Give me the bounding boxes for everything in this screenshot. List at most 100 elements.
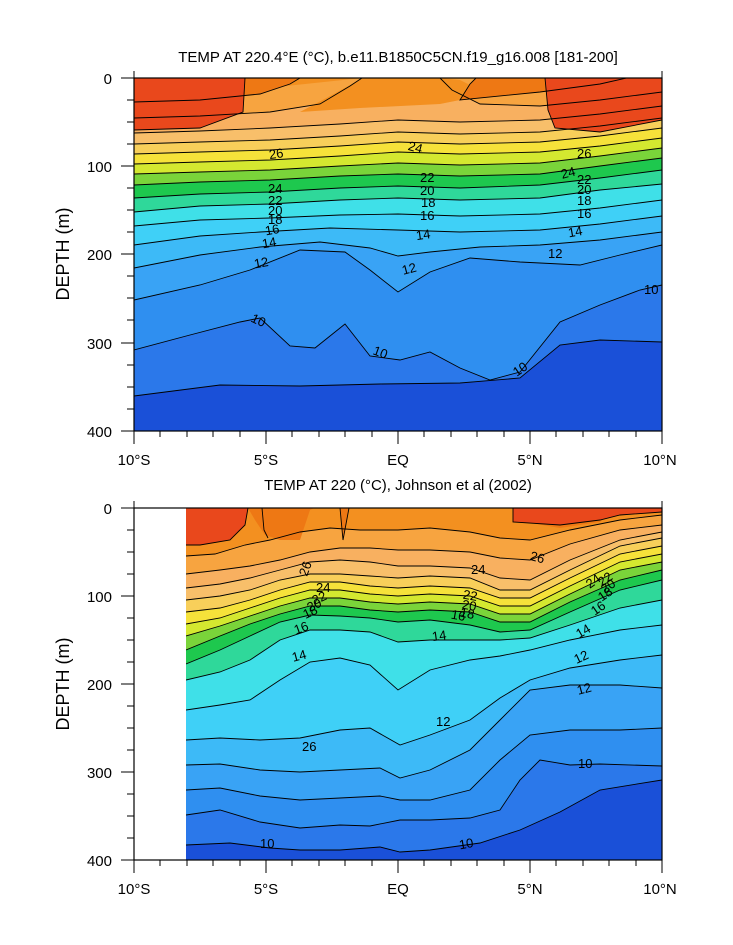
contour-label: 14 — [415, 226, 431, 243]
contour-label: 14 — [567, 223, 584, 240]
contour-label: 12 — [548, 246, 562, 261]
isoline-22 — [134, 127, 662, 155]
isoline-27-left — [186, 508, 249, 546]
isoline-21 — [186, 553, 662, 625]
contour-label: 16 — [292, 618, 311, 637]
y-axis-model — [121, 77, 134, 432]
x-tick-label: 5°S — [254, 881, 278, 898]
isoline-23 — [134, 117, 662, 145]
contour-label: 18 — [595, 584, 615, 605]
contour-label: 10 — [644, 282, 658, 297]
contour-labels-observations: 26 26 24 22 20 18 16 14 24 22 20 18 16 1… — [260, 548, 618, 852]
band-above-27-right — [513, 508, 662, 525]
y-tick-labels-model: 0 100 200 300 400 — [87, 71, 112, 441]
contour-label: 24 — [268, 181, 282, 196]
contour-label: 26 — [302, 739, 316, 754]
y-tick-label: 200 — [87, 247, 112, 264]
contour-label: 24 — [406, 138, 424, 156]
isoline-25 — [186, 524, 662, 575]
contour-label: 22 — [577, 172, 591, 187]
contour-label: 22 — [462, 587, 479, 604]
isoline-26 — [186, 514, 662, 557]
isoline-18 — [186, 579, 662, 665]
contour-label: 10 — [249, 310, 268, 330]
contour-label: 24 — [316, 580, 330, 595]
contour-label: 22 — [595, 569, 615, 590]
x-tick-label: 5°S — [254, 452, 278, 469]
x-tick-label: 10°N — [643, 452, 677, 469]
isoline-15 — [134, 215, 662, 246]
contour-label: 10 — [578, 756, 592, 771]
panel-observations: TEMP AT 220 (°C), Johnson et al (2002) — [53, 477, 677, 898]
contour-label: 18 — [577, 193, 591, 208]
contour-label: 24 — [471, 562, 485, 577]
band-above-27-left — [186, 508, 248, 545]
isoline-13 — [186, 727, 662, 801]
x-axis-model — [133, 71, 663, 444]
x-tick-label: 10°N — [643, 881, 677, 898]
isoline-13 — [134, 244, 662, 301]
filled-contours-model — [134, 78, 662, 431]
isoline-20 — [186, 561, 662, 637]
isoline-26-wiggle — [261, 508, 350, 541]
contour-lines-observations — [186, 508, 662, 853]
contour-label: 20 — [268, 203, 282, 218]
contour-label: 20 — [420, 183, 434, 198]
contour-label: 10 — [510, 359, 530, 380]
isoline-17 — [186, 599, 662, 681]
y-tick-label: 200 — [87, 677, 112, 694]
isoline-19 — [134, 157, 662, 186]
y-tick-label: 100 — [87, 589, 112, 606]
isoline-21 — [134, 137, 662, 165]
contour-label: 16 — [420, 208, 434, 223]
isoline-24 — [186, 531, 662, 589]
contour-label: 16 — [264, 221, 281, 238]
isoline-16 — [186, 624, 662, 711]
contour-label: 18 — [459, 605, 476, 622]
x-tick-label: EQ — [387, 881, 409, 898]
contour-label: 26 — [528, 548, 546, 566]
isoline-27-right — [512, 508, 662, 526]
isoline-24 — [134, 105, 662, 134]
contour-label: 14 — [261, 234, 278, 251]
contour-label: 10 — [371, 343, 390, 362]
x-tick-label: EQ — [387, 452, 409, 469]
isoline-19 — [186, 569, 662, 651]
y-tick-label: 400 — [87, 853, 112, 870]
contour-label: 12 — [253, 254, 270, 271]
filled-contours-observations — [186, 508, 662, 860]
band-26-27 — [134, 78, 662, 102]
contour-label: 14 — [573, 621, 593, 641]
x-tick-label: 10°S — [118, 452, 151, 469]
contour-label: 26 — [577, 146, 591, 161]
isoline-26-right — [459, 78, 629, 101]
isoline-26-left — [134, 78, 301, 103]
isoline-14 — [186, 684, 662, 779]
isoline-18 — [134, 169, 662, 199]
contour-label: 22 — [268, 193, 282, 208]
x-tick-labels-model: 10°S 5°S EQ 5°N 10°N — [118, 452, 677, 469]
contour-labels-model: 26 24 22 20 18 16 14 12 10 26 24 22 20 1… — [249, 138, 659, 379]
contour-label: 18 — [268, 212, 282, 227]
isoline-12 — [134, 284, 662, 381]
contour-label: 22 — [309, 588, 328, 608]
contour-label: 18 — [300, 602, 319, 622]
contour-label: 10 — [458, 835, 475, 852]
contour-label: 26 — [268, 145, 284, 162]
y-axis-label-model: DEPTH (m) — [53, 208, 73, 301]
x-tick-label: 5°N — [517, 452, 542, 469]
y-tick-labels-observations: 0 100 200 300 400 — [87, 501, 112, 870]
isoline-11 — [134, 339, 662, 397]
y-tick-label: 300 — [87, 336, 112, 353]
contour-label: 12 — [400, 260, 418, 278]
isoline-14 — [134, 231, 662, 269]
panel-title-observations: TEMP AT 220 (°C), Johnson et al (2002) — [264, 477, 532, 494]
contour-label: 16 — [588, 598, 608, 619]
isoline-25 — [134, 78, 662, 119]
y-tick-label: 0 — [104, 501, 112, 518]
x-tick-labels-observations: 10°S 5°S EQ 5°N 10°N — [118, 881, 677, 898]
contour-label: 10 — [260, 836, 274, 851]
contour-label: 16 — [577, 206, 591, 221]
isoline-27-left — [134, 78, 246, 131]
